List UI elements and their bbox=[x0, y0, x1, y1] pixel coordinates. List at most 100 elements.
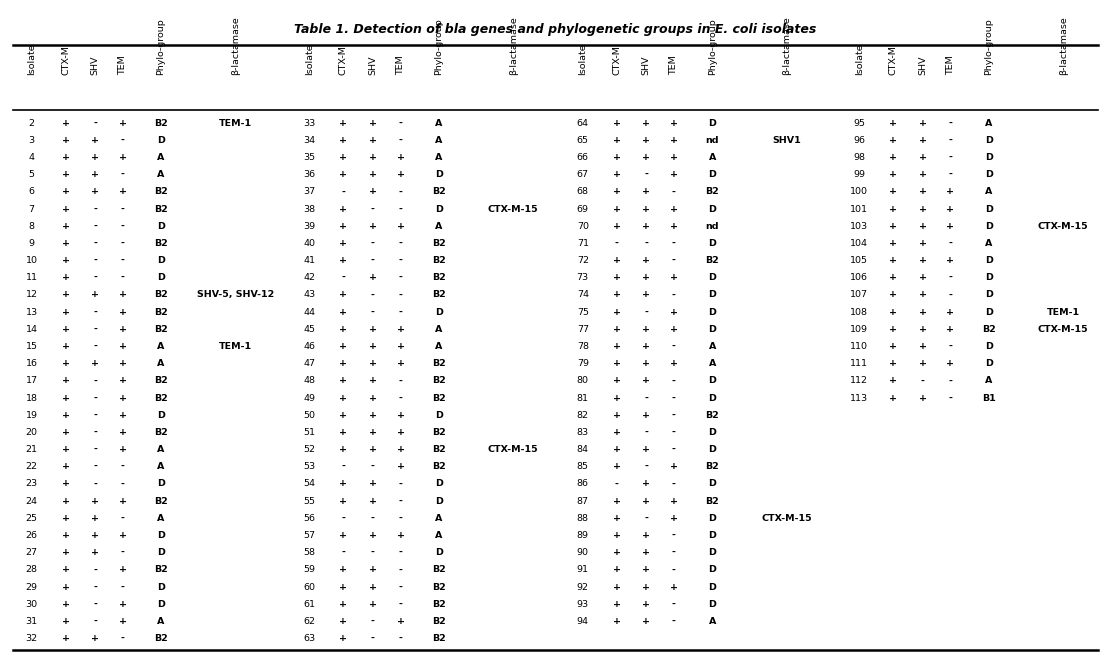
Text: +: + bbox=[119, 394, 127, 402]
Text: A: A bbox=[158, 514, 164, 523]
Text: 108: 108 bbox=[850, 308, 869, 316]
Text: -: - bbox=[949, 342, 952, 351]
Text: -: - bbox=[371, 617, 374, 626]
Text: 64: 64 bbox=[577, 119, 589, 128]
Text: 60: 60 bbox=[303, 583, 316, 591]
Text: +: + bbox=[61, 445, 70, 454]
Text: +: + bbox=[889, 342, 898, 351]
Text: TEM: TEM bbox=[118, 55, 128, 75]
Text: +: + bbox=[339, 428, 348, 437]
Text: B2: B2 bbox=[432, 239, 446, 248]
Text: 100: 100 bbox=[850, 187, 869, 196]
Text: +: + bbox=[642, 119, 650, 128]
Text: +: + bbox=[61, 497, 70, 505]
Text: -: - bbox=[672, 394, 675, 402]
Text: +: + bbox=[919, 187, 927, 196]
Text: 25: 25 bbox=[26, 514, 38, 523]
Text: 109: 109 bbox=[850, 325, 869, 334]
Text: 81: 81 bbox=[577, 394, 589, 402]
Text: D: D bbox=[157, 480, 166, 488]
Text: +: + bbox=[119, 325, 127, 334]
Text: D: D bbox=[708, 565, 717, 574]
Text: -: - bbox=[672, 548, 675, 557]
Text: D: D bbox=[708, 290, 717, 300]
Text: 37: 37 bbox=[303, 187, 316, 196]
Text: +: + bbox=[61, 342, 70, 351]
Text: SHV: SHV bbox=[90, 55, 100, 75]
Text: +: + bbox=[369, 170, 377, 179]
Text: +: + bbox=[670, 119, 678, 128]
Text: +: + bbox=[612, 531, 621, 540]
Text: +: + bbox=[670, 325, 678, 334]
Text: 13: 13 bbox=[26, 308, 38, 316]
Text: +: + bbox=[369, 394, 377, 402]
Text: +: + bbox=[889, 153, 898, 162]
Text: B2: B2 bbox=[432, 462, 446, 472]
Text: +: + bbox=[339, 308, 348, 316]
Text: +: + bbox=[119, 411, 127, 420]
Text: -: - bbox=[93, 342, 97, 351]
Text: +: + bbox=[947, 187, 954, 196]
Text: +: + bbox=[91, 531, 99, 540]
Text: 20: 20 bbox=[26, 428, 38, 437]
Text: +: + bbox=[61, 634, 70, 643]
Text: 92: 92 bbox=[577, 583, 589, 591]
Text: +: + bbox=[369, 600, 377, 609]
Text: -: - bbox=[93, 222, 97, 230]
Text: -: - bbox=[672, 445, 675, 454]
Text: -: - bbox=[949, 119, 952, 128]
Text: CTX-M: CTX-M bbox=[339, 45, 348, 75]
Text: +: + bbox=[91, 187, 99, 196]
Text: -: - bbox=[399, 394, 402, 402]
Text: -: - bbox=[614, 239, 619, 248]
Text: +: + bbox=[397, 617, 404, 626]
Text: TEM: TEM bbox=[669, 55, 679, 75]
Text: +: + bbox=[612, 583, 621, 591]
Text: +: + bbox=[369, 359, 377, 368]
Text: D: D bbox=[708, 480, 717, 488]
Text: D: D bbox=[708, 548, 717, 557]
Text: +: + bbox=[889, 325, 898, 334]
Text: +: + bbox=[670, 170, 678, 179]
Text: +: + bbox=[369, 531, 377, 540]
Text: -: - bbox=[121, 239, 124, 248]
Text: +: + bbox=[889, 204, 898, 214]
Text: CTX-M: CTX-M bbox=[61, 45, 70, 75]
Text: +: + bbox=[612, 411, 621, 420]
Text: +: + bbox=[397, 325, 404, 334]
Text: -: - bbox=[399, 187, 402, 196]
Text: 7: 7 bbox=[29, 204, 34, 214]
Text: A: A bbox=[709, 342, 715, 351]
Text: A: A bbox=[985, 376, 992, 386]
Text: +: + bbox=[339, 342, 348, 351]
Text: 27: 27 bbox=[26, 548, 38, 557]
Text: A: A bbox=[158, 342, 164, 351]
Text: +: + bbox=[670, 514, 678, 523]
Text: 42: 42 bbox=[303, 273, 316, 282]
Text: B2: B2 bbox=[432, 187, 446, 196]
Text: +: + bbox=[947, 256, 954, 265]
Text: 26: 26 bbox=[26, 531, 38, 540]
Text: A: A bbox=[158, 153, 164, 162]
Text: -: - bbox=[121, 273, 124, 282]
Text: 113: 113 bbox=[850, 394, 869, 402]
Text: 45: 45 bbox=[303, 325, 316, 334]
Text: D: D bbox=[708, 325, 717, 334]
Text: +: + bbox=[919, 256, 927, 265]
Text: +: + bbox=[369, 222, 377, 230]
Text: D: D bbox=[434, 308, 443, 316]
Text: 47: 47 bbox=[303, 359, 316, 368]
Text: 28: 28 bbox=[26, 565, 38, 574]
Text: 56: 56 bbox=[303, 514, 316, 523]
Text: +: + bbox=[369, 428, 377, 437]
Text: -: - bbox=[371, 239, 374, 248]
Text: -: - bbox=[644, 514, 648, 523]
Text: -: - bbox=[949, 376, 952, 386]
Text: -: - bbox=[93, 411, 97, 420]
Text: D: D bbox=[708, 273, 717, 282]
Text: +: + bbox=[612, 222, 621, 230]
Text: SHV: SHV bbox=[918, 55, 928, 75]
Text: -: - bbox=[341, 514, 346, 523]
Text: D: D bbox=[157, 583, 166, 591]
Text: D: D bbox=[984, 136, 993, 145]
